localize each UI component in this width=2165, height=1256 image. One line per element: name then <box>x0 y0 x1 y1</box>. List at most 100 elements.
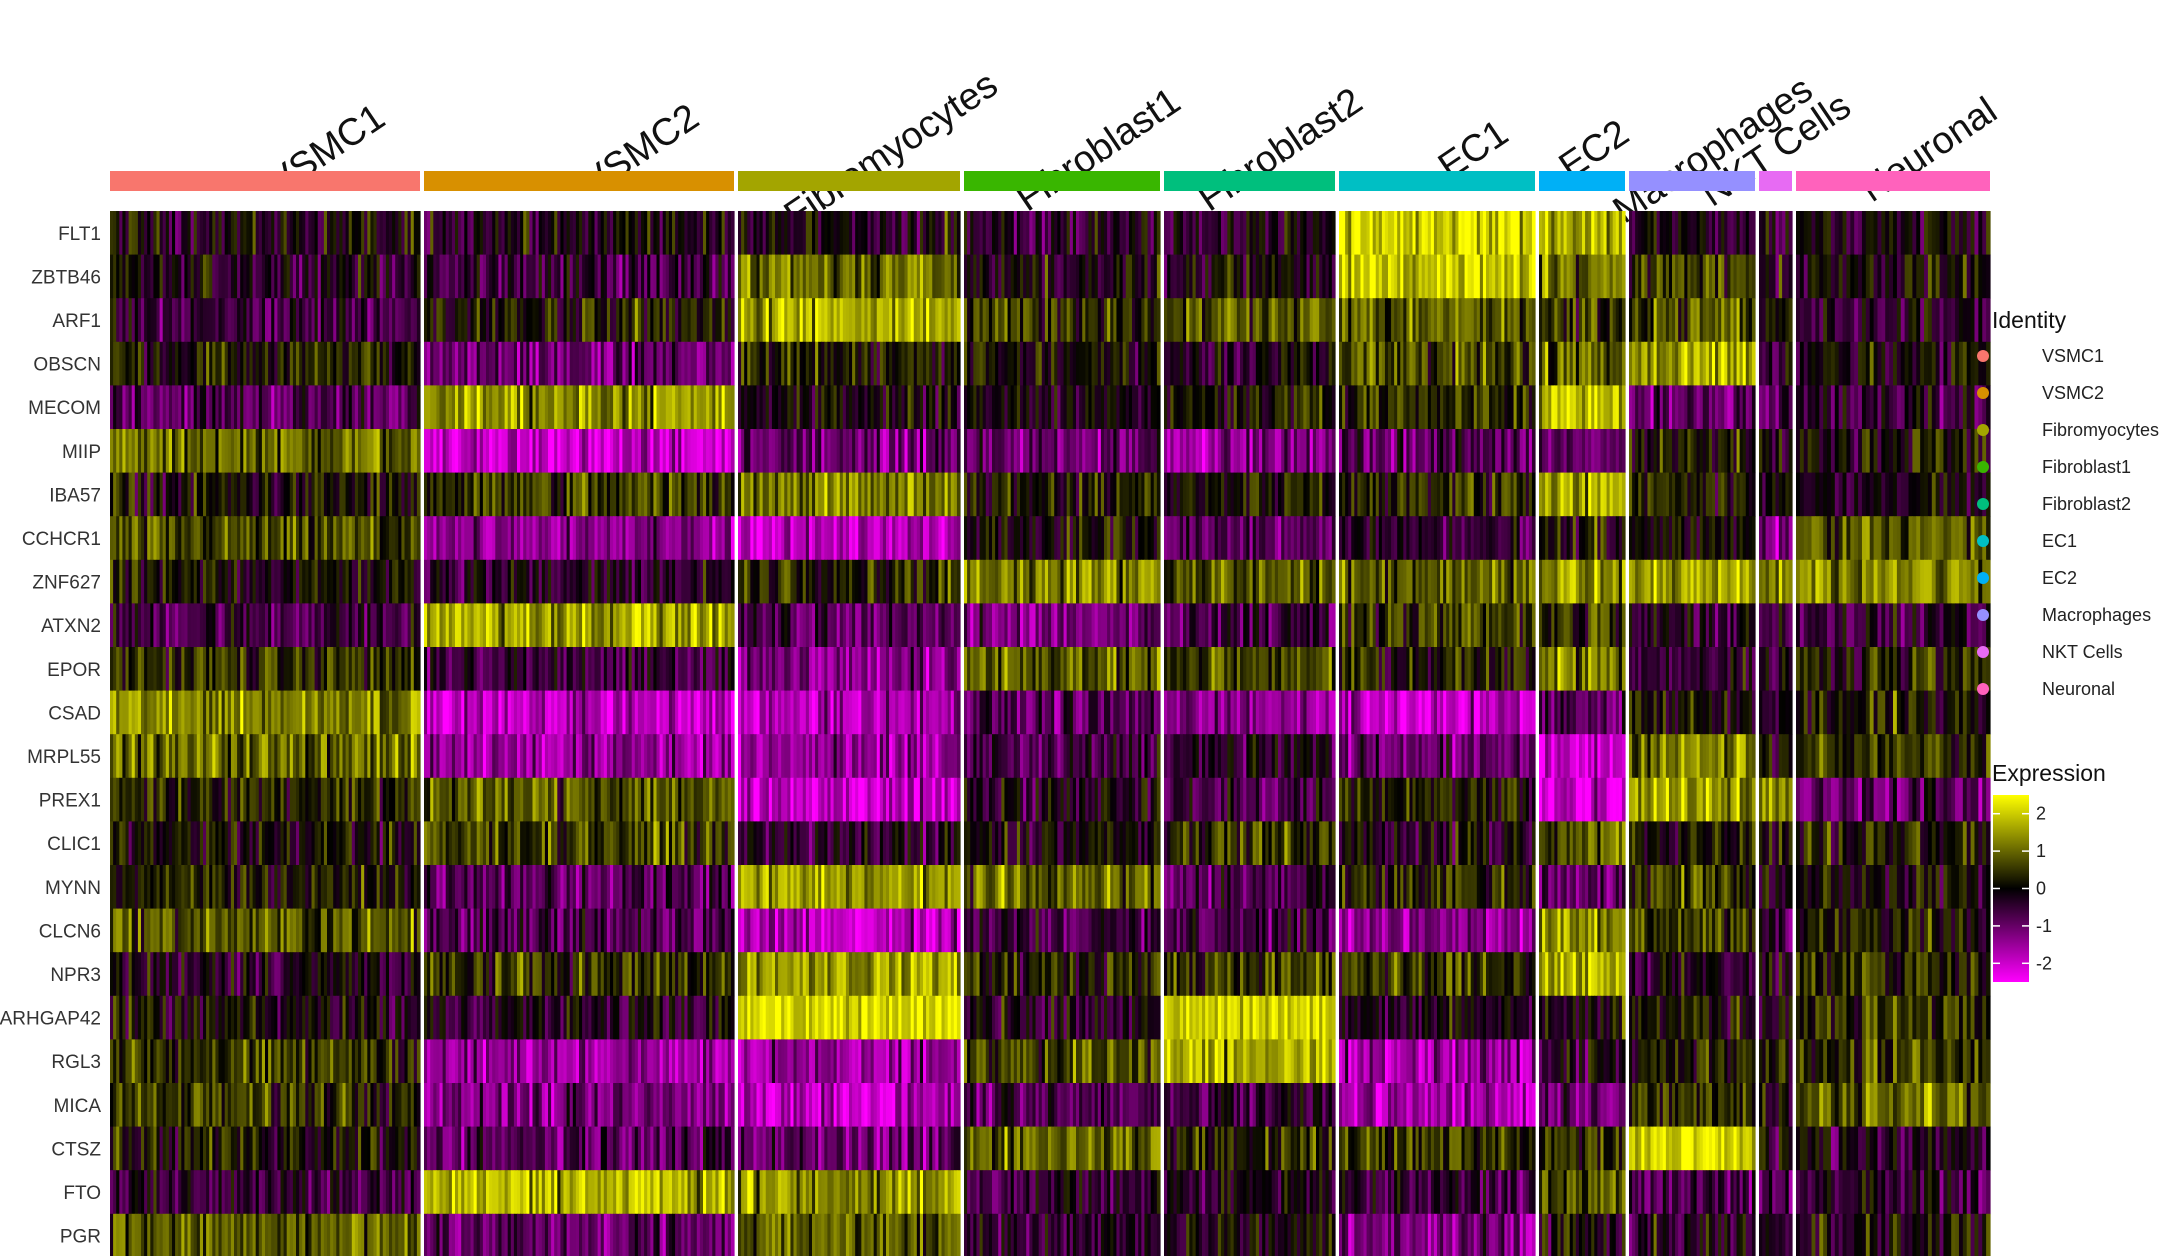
heatmap-cell <box>299 777 303 822</box>
heatmap-cell <box>175 429 179 474</box>
heatmap-cell <box>361 385 365 430</box>
heatmap-cell <box>240 777 244 822</box>
heatmap-cell <box>305 734 309 779</box>
heatmap-cell <box>364 821 368 866</box>
heatmap-cell <box>348 603 353 648</box>
heatmap-cell <box>184 690 189 735</box>
heatmap-cell <box>218 516 223 561</box>
heatmap-cell <box>333 734 337 779</box>
heatmap-cell <box>339 777 344 822</box>
heatmap-cell <box>141 516 145 561</box>
heatmap-cell <box>320 385 325 430</box>
heatmap-cell <box>277 821 282 866</box>
heatmap-cell <box>206 777 210 822</box>
heatmap-cell <box>243 472 247 517</box>
heatmap-cell <box>370 690 375 735</box>
heatmap-cell <box>289 341 294 386</box>
heatmap-cells <box>110 211 1991 1256</box>
heatmap-cell <box>395 429 399 474</box>
heatmap-cell <box>252 690 257 735</box>
heatmap-cell <box>199 472 204 517</box>
heatmap-cell <box>215 821 220 866</box>
heatmap-cell <box>156 690 161 735</box>
heatmap-cell <box>221 516 226 561</box>
heatmap-cell <box>113 559 117 604</box>
heatmap-cell <box>299 516 303 561</box>
heatmap-cell <box>116 777 120 822</box>
heatmap-cell <box>308 472 313 517</box>
heatmap-cell <box>385 385 390 430</box>
heatmap-cell <box>382 341 387 386</box>
heatmap-cell <box>252 429 257 474</box>
heatmap-cell <box>144 385 148 430</box>
heatmap-cell <box>181 734 185 779</box>
heatmap-cell <box>398 777 402 822</box>
heatmap-cell <box>367 734 371 779</box>
heatmap-cell <box>237 211 241 256</box>
heatmap-cell <box>153 385 158 430</box>
heatmap-cell <box>116 603 120 648</box>
heatmap-cell <box>311 429 316 474</box>
heatmap-cell <box>292 516 297 561</box>
heatmap-cell <box>110 429 114 474</box>
heatmap-cell <box>184 385 189 430</box>
heatmap-cell <box>305 429 309 474</box>
heatmap-cell <box>265 429 269 474</box>
heatmap-cell <box>230 298 235 343</box>
heatmap-cell <box>252 647 257 692</box>
heatmap-cell <box>218 429 223 474</box>
heatmap-cell <box>193 254 198 299</box>
heatmap-cell <box>339 647 344 692</box>
heatmap-cell <box>292 341 297 386</box>
heatmap-cell <box>339 254 344 299</box>
heatmap-cell <box>268 472 272 517</box>
heatmap-cell <box>172 821 176 866</box>
heatmap-cell <box>134 254 139 299</box>
heatmap-cell <box>361 298 365 343</box>
heatmap-cell <box>382 385 387 430</box>
heatmap-cell <box>162 472 167 517</box>
heatmap-cell <box>289 429 294 474</box>
heatmap-cell <box>348 647 353 692</box>
heatmap-cell <box>395 254 399 299</box>
heatmap-cell <box>268 603 272 648</box>
heatmap-cell <box>141 559 145 604</box>
heatmap-cell <box>376 298 381 343</box>
heatmap-cell <box>382 821 387 866</box>
heatmap-cell <box>333 603 337 648</box>
heatmap-cell <box>122 254 127 299</box>
heatmap-cell <box>212 429 216 474</box>
heatmap-cell <box>119 777 123 822</box>
heatmap-cell <box>336 211 340 256</box>
heatmap-cell <box>286 472 291 517</box>
heatmap-cell <box>296 472 300 517</box>
heatmap-cell <box>212 821 216 866</box>
heatmap-cell <box>286 211 291 256</box>
heatmap-cell <box>286 341 291 386</box>
heatmap-cell <box>206 690 210 735</box>
heatmap-cell <box>221 211 226 256</box>
heatmap-cell <box>162 385 167 430</box>
heatmap-cell <box>404 516 409 561</box>
heatmap-cell <box>323 603 328 648</box>
heatmap-cell <box>277 516 282 561</box>
heatmap-cell <box>128 211 133 256</box>
heatmap-cell <box>416 777 421 822</box>
heatmap-cell <box>199 429 204 474</box>
heatmap-cell <box>165 734 170 779</box>
heatmap-cell <box>277 690 282 735</box>
heatmap-cell <box>172 298 176 343</box>
heatmap-cell <box>147 647 151 692</box>
heatmap-cell <box>162 254 167 299</box>
heatmap-cell <box>370 385 375 430</box>
heatmap-cell <box>351 385 356 430</box>
heatmap-cell <box>280 341 285 386</box>
heatmap-cell <box>271 647 275 692</box>
heatmap-cell <box>370 472 375 517</box>
heatmap-cell <box>308 385 313 430</box>
heatmap-cell <box>379 777 384 822</box>
heatmap-cell <box>373 298 378 343</box>
heatmap-cell <box>212 647 216 692</box>
heatmap-cell <box>283 690 288 735</box>
heatmap-cell <box>184 298 189 343</box>
